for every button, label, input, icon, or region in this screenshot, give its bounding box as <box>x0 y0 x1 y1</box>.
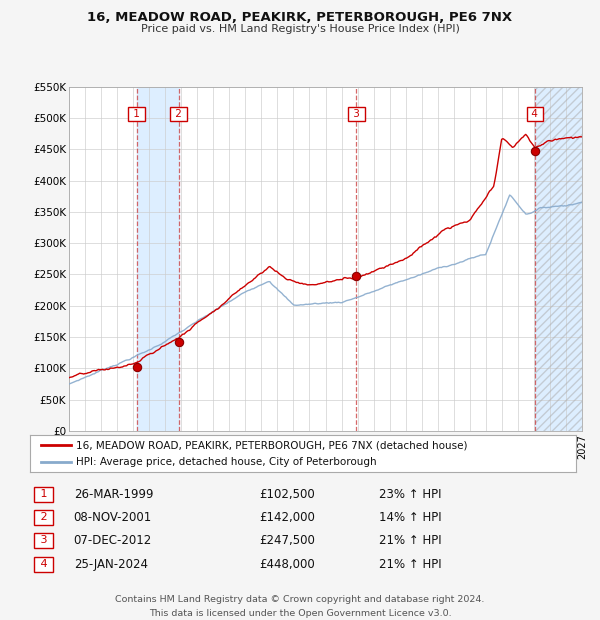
Bar <box>137 87 179 431</box>
Text: 23% ↑ HPI: 23% ↑ HPI <box>379 488 442 501</box>
Text: 1: 1 <box>130 108 143 118</box>
Bar <box>535 87 582 431</box>
Text: £102,500: £102,500 <box>259 488 315 501</box>
Text: Contains HM Land Registry data © Crown copyright and database right 2024.: Contains HM Land Registry data © Crown c… <box>115 595 485 604</box>
Bar <box>535 87 582 431</box>
Text: £142,000: £142,000 <box>259 511 315 524</box>
Text: HPI: Average price, detached house, City of Peterborough: HPI: Average price, detached house, City… <box>76 458 377 467</box>
Text: 16, MEADOW ROAD, PEAKIRK, PETERBOROUGH, PE6 7NX (detached house): 16, MEADOW ROAD, PEAKIRK, PETERBOROUGH, … <box>76 440 468 450</box>
Text: £247,500: £247,500 <box>259 534 315 547</box>
Text: 25-JAN-2024: 25-JAN-2024 <box>74 557 148 570</box>
Text: Price paid vs. HM Land Registry's House Price Index (HPI): Price paid vs. HM Land Registry's House … <box>140 24 460 33</box>
Text: 08-NOV-2001: 08-NOV-2001 <box>74 511 152 524</box>
Text: 16, MEADOW ROAD, PEAKIRK, PETERBOROUGH, PE6 7NX: 16, MEADOW ROAD, PEAKIRK, PETERBOROUGH, … <box>88 11 512 24</box>
Text: 2: 2 <box>172 108 185 118</box>
Text: 1: 1 <box>37 489 50 499</box>
Text: 26-MAR-1999: 26-MAR-1999 <box>74 488 153 501</box>
Text: 21% ↑ HPI: 21% ↑ HPI <box>379 557 442 570</box>
Text: £448,000: £448,000 <box>259 557 315 570</box>
Text: 07-DEC-2012: 07-DEC-2012 <box>74 534 152 547</box>
Text: 3: 3 <box>37 535 50 545</box>
Text: 21% ↑ HPI: 21% ↑ HPI <box>379 534 442 547</box>
Text: 4: 4 <box>37 559 51 569</box>
Text: 14% ↑ HPI: 14% ↑ HPI <box>379 511 442 524</box>
Text: 2: 2 <box>37 512 51 522</box>
Text: 4: 4 <box>529 108 542 118</box>
Text: This data is licensed under the Open Government Licence v3.0.: This data is licensed under the Open Gov… <box>149 609 451 618</box>
Text: 3: 3 <box>350 108 363 118</box>
